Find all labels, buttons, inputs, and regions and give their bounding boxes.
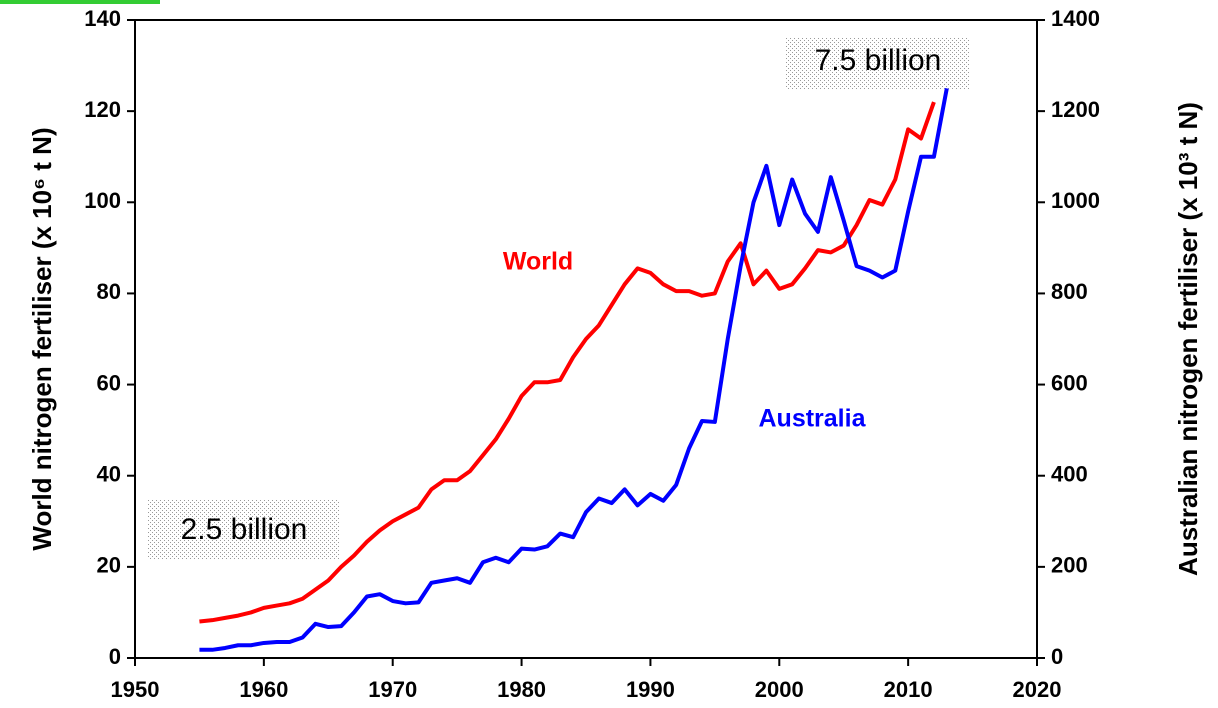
y2-tick-label: 400 — [1051, 462, 1088, 487]
x-tick-label: 1990 — [626, 677, 675, 702]
x-tick-label: 1970 — [368, 677, 417, 702]
y2-tick-label: 0 — [1051, 644, 1063, 669]
y-tick-label: 20 — [97, 553, 121, 578]
y2-tick-label: 600 — [1051, 370, 1088, 395]
annotation-box — [148, 500, 340, 560]
y2-tick-label: 1000 — [1051, 188, 1100, 213]
annotation: 2.5 billion — [181, 513, 308, 546]
y2-tick-label: 1400 — [1051, 6, 1100, 31]
y-tick-label: 140 — [84, 6, 121, 31]
y2-axis-title: Australian nitrogen fertiliser (x 10³ t … — [1173, 102, 1203, 576]
series-label: World — [503, 248, 573, 276]
y2-tick-label: 1200 — [1051, 97, 1100, 122]
x-tick-label: 2020 — [1013, 677, 1062, 702]
series-line — [199, 101, 936, 624]
y-tick-label: 120 — [84, 97, 121, 122]
y-tick-label: 40 — [97, 462, 121, 487]
x-tick-label: 1950 — [111, 677, 160, 702]
annotation: 7.5 billion — [815, 44, 942, 77]
series-line — [199, 87, 949, 652]
plot-frame — [134, 19, 1038, 659]
y-tick-label: 100 — [84, 188, 121, 213]
y-axis-title: World nitrogen fertiliser (x 10⁶ t N) — [27, 127, 57, 550]
x-tick-label: 2000 — [755, 677, 804, 702]
decor-bar — [0, 0, 160, 4]
series-label: Australia — [759, 405, 867, 433]
y-tick-label: 60 — [97, 370, 121, 395]
annotation-box — [785, 37, 970, 89]
x-tick-label: 1960 — [239, 677, 288, 702]
y-tick-label: 80 — [97, 279, 121, 304]
y2-tick-label: 200 — [1051, 553, 1088, 578]
x-tick-label: 1980 — [497, 677, 546, 702]
x-tick-label: 2010 — [884, 677, 933, 702]
y-tick-label: 0 — [109, 644, 121, 669]
y2-tick-label: 800 — [1051, 279, 1088, 304]
